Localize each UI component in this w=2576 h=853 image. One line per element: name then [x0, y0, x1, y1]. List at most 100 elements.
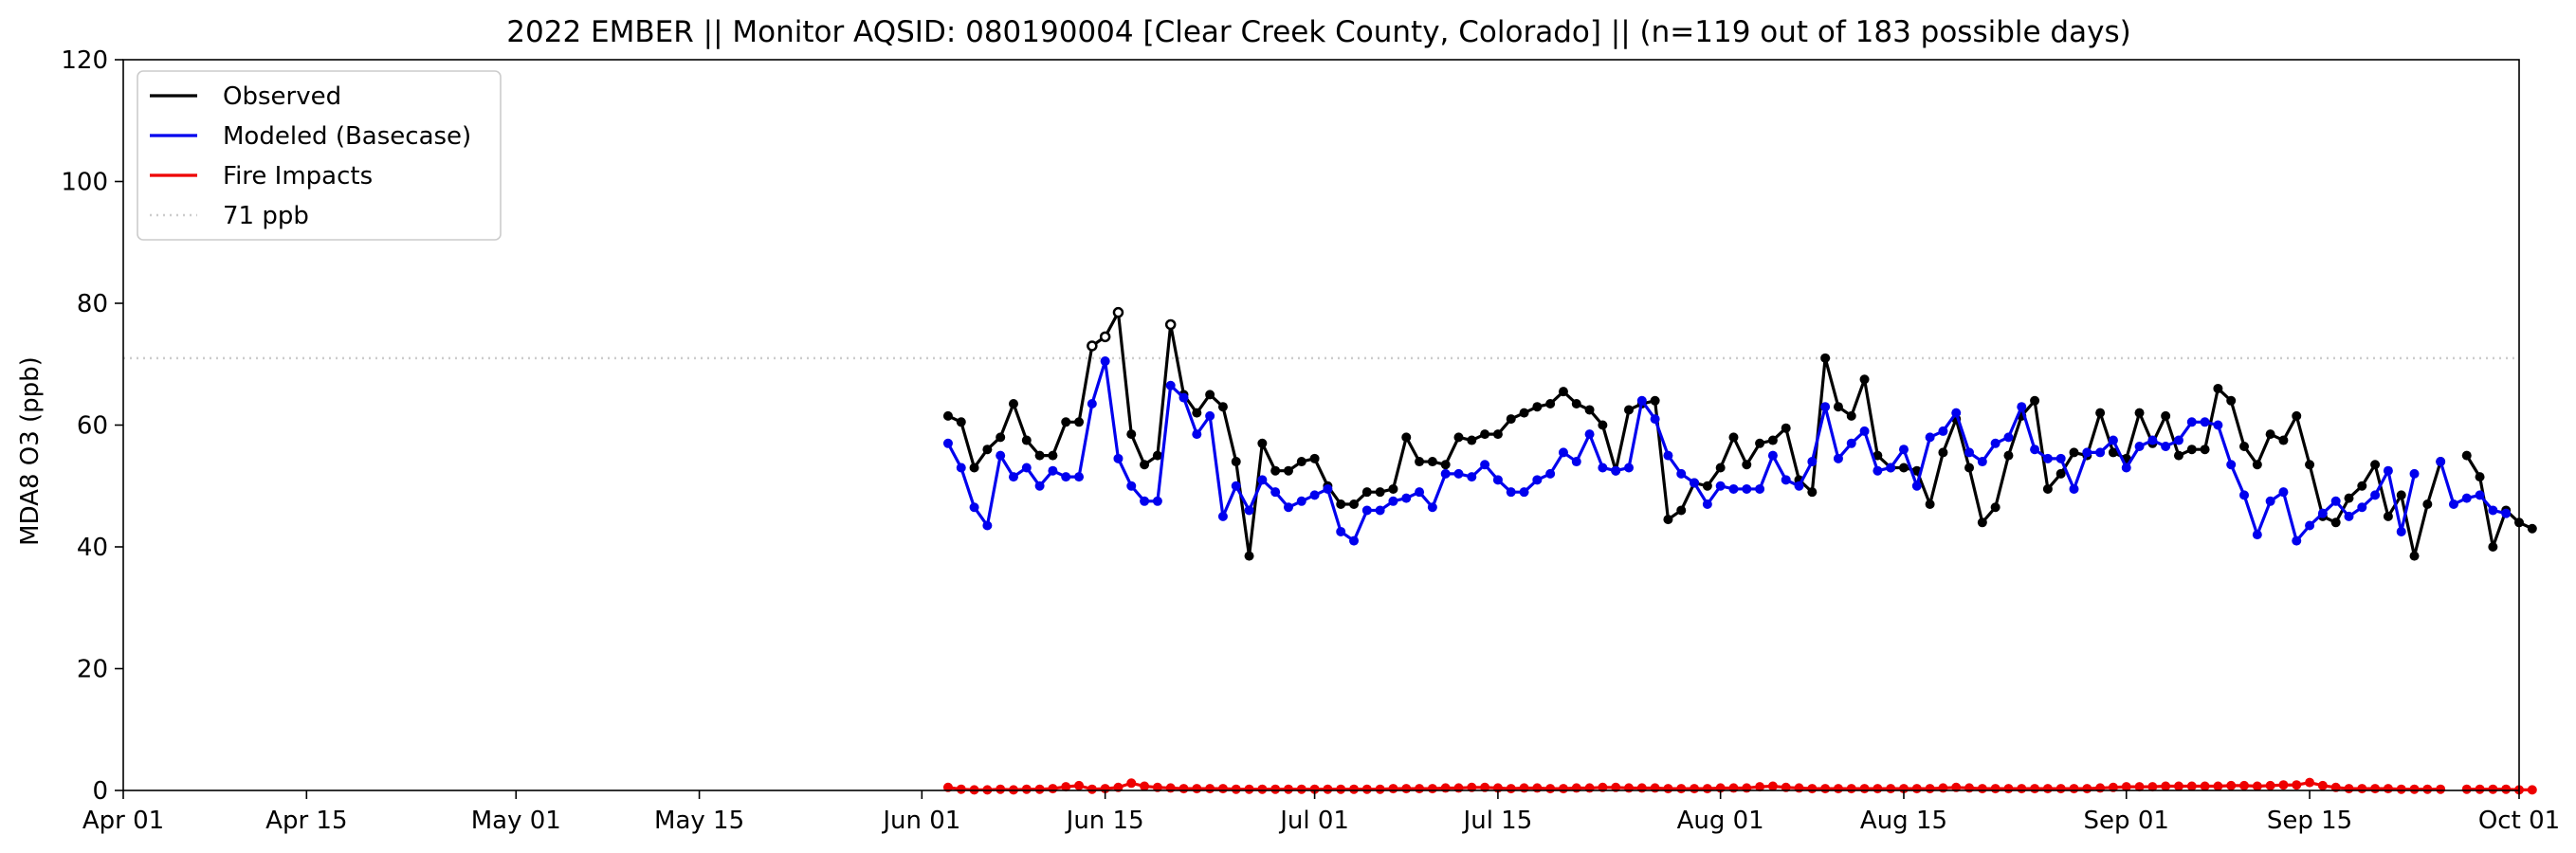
data-point-observed	[1873, 450, 1883, 461]
data-point-observed	[1833, 402, 1843, 412]
data-point-fire-impacts	[2409, 784, 2420, 794]
data-point-observed	[1401, 432, 1412, 443]
data-point-modeled-basecase	[1453, 468, 1464, 479]
data-point-observed	[1742, 460, 1752, 470]
data-point-modeled-basecase	[1361, 505, 1372, 516]
series-observed	[942, 306, 2537, 561]
data-point-modeled-basecase	[2186, 417, 2197, 427]
data-point-modeled-basecase	[1624, 463, 1635, 473]
data-point-observed	[1702, 481, 1712, 491]
data-point-observed	[2422, 499, 2433, 510]
data-point-modeled-basecase	[1728, 483, 1739, 494]
data-point-observed	[2252, 460, 2262, 470]
data-point-observed	[2186, 445, 2197, 455]
data-point-modeled-basecase	[1767, 450, 1778, 461]
data-point-fire-impacts	[1977, 784, 1987, 794]
data-point-observed	[1099, 331, 1111, 343]
data-point-observed	[996, 432, 1006, 443]
data-point-modeled-basecase	[1309, 490, 1320, 500]
data-point-fire-impacts	[1545, 784, 1556, 794]
data-point-modeled-basecase	[1100, 356, 1110, 367]
data-point-modeled-basecase	[2475, 490, 2485, 500]
data-point-observed	[1217, 402, 1228, 412]
data-point-fire-impacts	[2161, 781, 2171, 791]
data-point-modeled-basecase	[1859, 426, 1870, 436]
data-point-fire-impacts	[1375, 784, 1385, 794]
data-point-observed	[1021, 435, 1032, 445]
data-point-fire-impacts	[1401, 784, 1412, 794]
data-point-modeled-basecase	[1755, 483, 1765, 494]
data-point-fire-impacts	[2186, 781, 2197, 791]
data-point-fire-impacts	[2213, 781, 2223, 791]
data-point-modeled-basecase	[1964, 447, 1975, 458]
data-point-modeled-basecase	[1165, 380, 1176, 390]
data-point-modeled-basecase	[1205, 410, 1215, 421]
series-line-observed	[2465, 454, 2533, 549]
y-tick-label: 40	[77, 534, 108, 562]
series-modeled-basecase	[942, 356, 2512, 546]
data-point-observed	[1244, 551, 1254, 561]
data-point-fire-impacts	[1964, 783, 1975, 793]
data-point-modeled-basecase	[1911, 481, 1922, 491]
data-point-modeled-basecase	[1663, 450, 1673, 461]
data-point-fire-impacts	[2121, 782, 2131, 792]
data-point-modeled-basecase	[1951, 408, 1962, 418]
data-point-observed	[1728, 432, 1739, 443]
data-point-observed	[1192, 408, 1202, 418]
data-point-observed	[1283, 465, 1293, 476]
data-point-modeled-basecase	[2448, 499, 2458, 510]
data-point-fire-impacts	[1767, 781, 1778, 791]
data-point-observed	[2134, 408, 2145, 418]
data-point-modeled-basecase	[1898, 445, 1909, 455]
data-point-modeled-basecase	[1794, 481, 1804, 491]
data-point-fire-impacts	[2265, 780, 2275, 790]
data-point-observed	[2370, 460, 2381, 470]
data-point-fire-impacts	[1624, 783, 1635, 793]
data-point-modeled-basecase	[2357, 502, 2367, 513]
data-point-modeled-basecase	[1021, 463, 1032, 473]
data-point-observed	[1977, 517, 1987, 528]
data-point-modeled-basecase	[1532, 475, 1543, 485]
legend: Observed Modeled (Basecase) Fire Impacts 71…	[137, 70, 502, 241]
data-point-fire-impacts	[1048, 784, 1058, 794]
data-point-observed	[1296, 457, 1306, 467]
legend-box	[137, 70, 502, 241]
data-point-fire-impacts	[1690, 784, 1700, 794]
data-point-fire-impacts	[1755, 782, 1765, 792]
data-point-fire-impacts	[1361, 784, 1372, 794]
data-point-observed	[2344, 493, 2354, 503]
data-point-modeled-basecase	[2082, 447, 2092, 458]
data-point-fire-impacts	[1205, 784, 1215, 794]
legend-label: Fire Impacts	[223, 162, 373, 191]
data-point-observed	[1820, 353, 1831, 363]
data-point-observed	[2200, 445, 2210, 455]
data-point-fire-impacts	[1440, 783, 1451, 793]
data-point-modeled-basecase	[1807, 457, 1818, 467]
data-point-modeled-basecase	[1558, 447, 1568, 458]
data-point-fire-impacts	[1519, 783, 1529, 793]
data-point-fire-impacts	[1742, 783, 1752, 793]
data-point-observed	[2409, 551, 2420, 561]
data-point-modeled-basecase	[2370, 490, 2381, 500]
data-point-modeled-basecase	[1178, 392, 1189, 403]
data-point-fire-impacts	[2383, 784, 2393, 794]
data-point-modeled-basecase	[1690, 478, 1700, 488]
data-point-modeled-basecase	[2265, 496, 2275, 506]
data-point-observed	[1257, 438, 1268, 448]
data-point-modeled-basecase	[1152, 496, 1162, 506]
data-point-fire-impacts	[1911, 784, 1922, 794]
data-point-observed	[1755, 438, 1765, 448]
data-point-fire-impacts	[2226, 780, 2237, 790]
data-point-observed	[1270, 465, 1281, 476]
data-point-fire-impacts	[1833, 784, 1843, 794]
data-point-fire-impacts	[1388, 784, 1398, 794]
legend-label: Observed	[223, 82, 341, 111]
data-point-observed	[1231, 457, 1241, 467]
data-point-modeled-basecase	[1074, 472, 1085, 482]
data-point-fire-impacts	[1584, 783, 1595, 793]
data-point-modeled-basecase	[1636, 395, 1647, 406]
data-point-modeled-basecase	[1846, 438, 1856, 448]
data-point-observed	[1152, 450, 1162, 461]
data-point-modeled-basecase	[982, 520, 993, 531]
data-point-observed	[969, 463, 979, 473]
